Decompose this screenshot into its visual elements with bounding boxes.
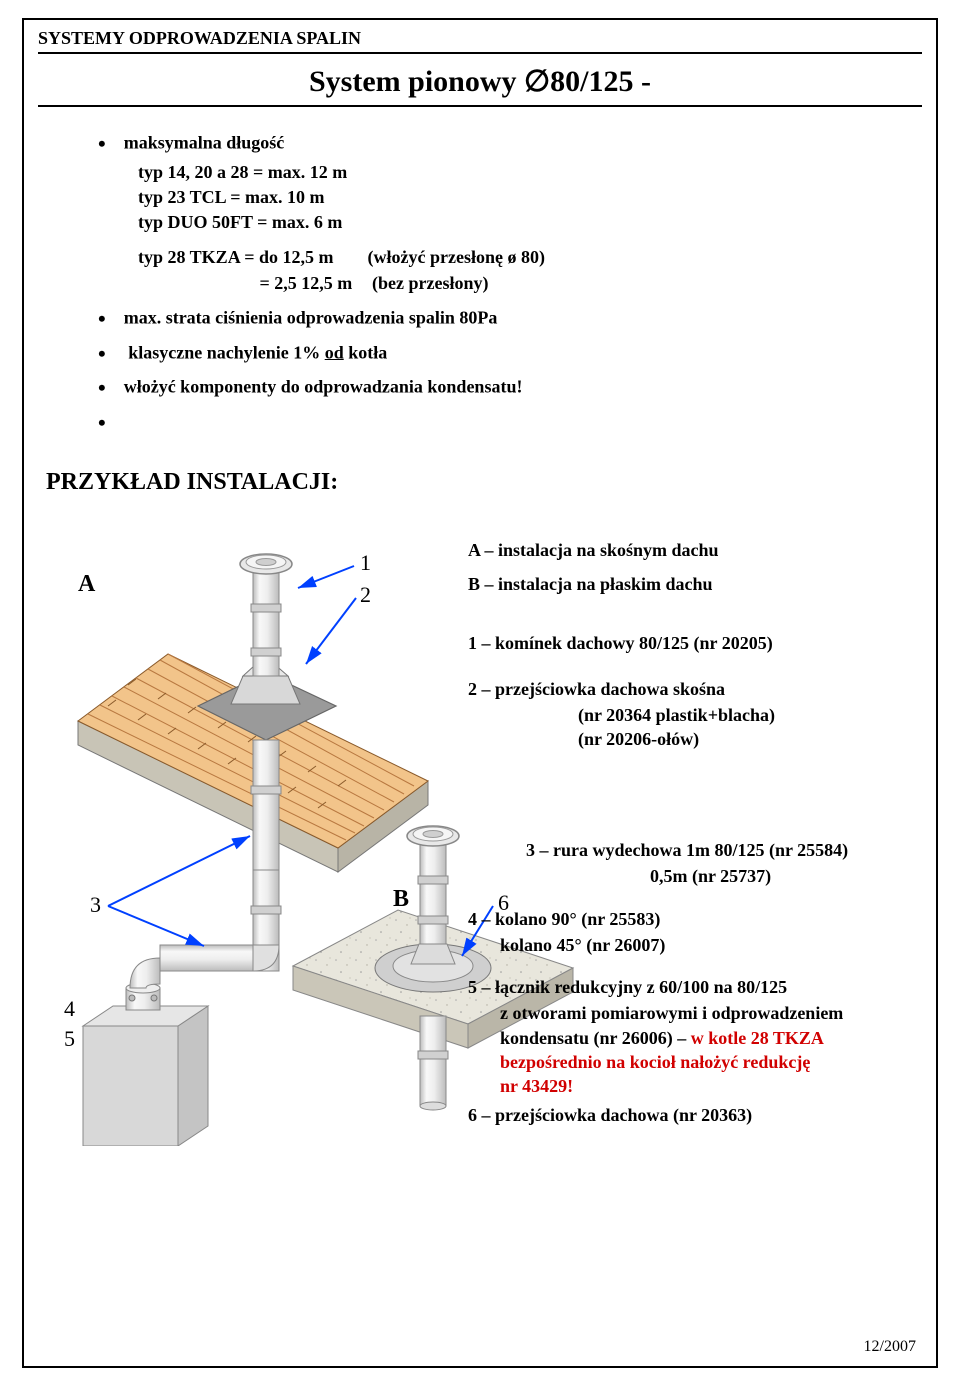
legend-block: A – instalacja na skośnym dachu B – inst…: [468, 538, 928, 762]
legend-5d: nr 43429!: [500, 1074, 928, 1098]
spec-tkza-2b: (bez przesłony): [372, 271, 488, 296]
installation-diagram: A 1 2 3 4 5 B 6 A – instalacja na skośny…: [38, 506, 918, 1146]
legend-5bc: kondensatu (nr 26006) – w kotle 28 TKZA: [500, 1026, 928, 1050]
spec-s1: typ 14, 20 a 28 = max. 12 m: [138, 160, 922, 185]
legend-B: B – instalacja na płaskim dachu: [468, 572, 928, 596]
legend-5: 5 – łącznik redukcyjny z 60/100 na 80/12…: [468, 975, 928, 999]
spec-tkza-2a: = 2,5 12,5 m: [260, 271, 368, 296]
specs-block: maksymalna długość typ 14, 20 a 28 = max…: [98, 129, 922, 439]
section-heading: PRZYKŁAD INSTALACJI:: [46, 469, 922, 496]
legend-2a: (nr 20364 plastik+blacha): [578, 703, 928, 727]
doc-title: System pionowy ∅80/125 -: [38, 64, 922, 107]
page-footer: 12/2007: [864, 1338, 916, 1356]
spec-pressure: max. strata ciśnienia odprowadzenia spal…: [98, 304, 922, 335]
label-A: A: [78, 571, 95, 598]
legend-4: 4 – kolano 90° (nr 25583): [468, 907, 928, 931]
label-2: 2: [360, 582, 371, 608]
legend-6: 6 – przejściowka dachowa (nr 20363): [468, 1103, 928, 1127]
legend-5a: z otworami pomiarowymi i odprowadzeniem: [500, 1001, 928, 1025]
spec-maxlen: maksymalna długość: [98, 129, 922, 160]
legend-2b: (nr 20206-ołów): [578, 727, 928, 751]
spec-tkza-1a: typ 28 TKZA = do 12,5 m: [138, 245, 363, 270]
legend-3a: 0,5m (nr 25737): [650, 864, 928, 888]
legend-A: A – instalacja na skośnym dachu: [468, 538, 928, 562]
label-5: 5: [64, 1026, 75, 1052]
spec-s2: typ 23 TCL = max. 10 m: [138, 185, 922, 210]
legend-4a: kolano 45° (nr 26007): [500, 933, 928, 957]
legend-1: 1 – komínek dachowy 80/125 (nr 20205): [468, 631, 928, 655]
spec-empty: [98, 408, 922, 439]
spec-incline: klasyczne nachylenie 1% od kotła: [98, 339, 922, 370]
spec-tkza-1b: (włożyć przesłonę ø 80): [368, 245, 545, 270]
spec-s3: typ DUO 50FT = max. 6 m: [138, 210, 922, 235]
label-1: 1: [360, 550, 371, 576]
label-B: B: [393, 886, 409, 913]
label-4: 4: [64, 996, 75, 1022]
legend-2: 2 – przejściowka dachowa skośna: [468, 677, 928, 701]
legend-3: 3 – rura wydechowa 1m 80/125 (nr 25584): [526, 838, 928, 862]
label-3: 3: [90, 892, 101, 918]
doc-header: SYSTEMY ODPROWADZENIA SPALIN: [38, 28, 922, 54]
legend-block-2: 3 – rura wydechowa 1m 80/125 (nr 25584) …: [468, 838, 928, 1137]
legend-5c: bezpośrednio na kocioł nałożyć redukcję: [500, 1050, 928, 1074]
spec-condensate: włożyć komponenty do odprowadzania konde…: [98, 373, 922, 404]
